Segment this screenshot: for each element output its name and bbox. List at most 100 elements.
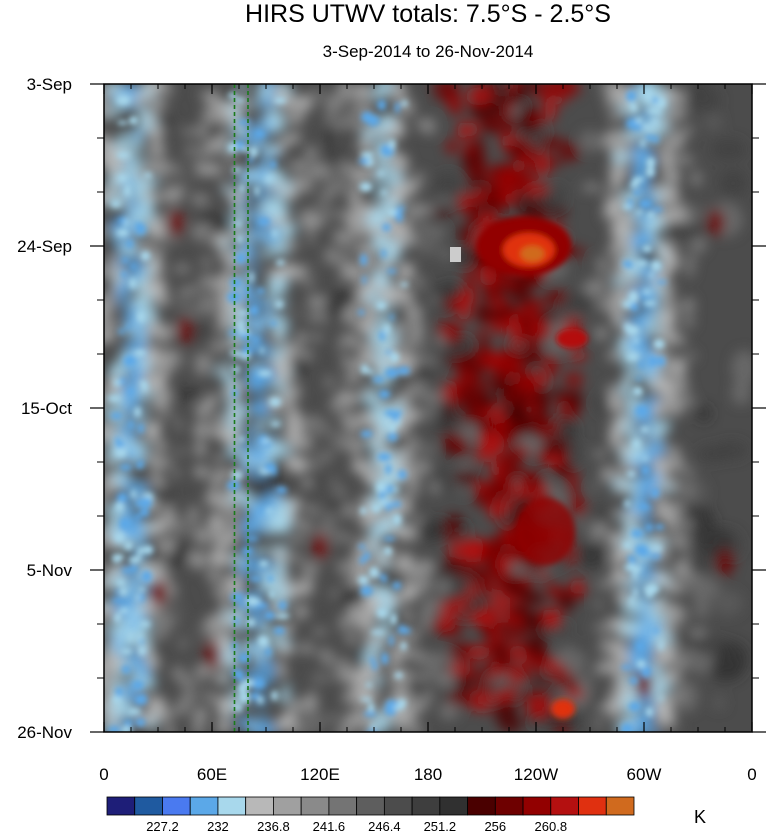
cold-cell: [655, 524, 665, 531]
field-cell: [337, 335, 345, 354]
cold-cell: [128, 420, 134, 430]
field-cell: [204, 491, 217, 504]
cold-cell: [116, 96, 130, 105]
cold-cell: [239, 601, 244, 608]
colorbar-label: 246.4: [368, 819, 401, 834]
field-cell: [660, 320, 671, 328]
field-cell: [345, 634, 358, 644]
field-cell: [212, 236, 225, 248]
field-cell: [267, 116, 285, 130]
field-cell: [569, 494, 586, 517]
cold-cell: [395, 206, 406, 211]
field-cell: [372, 537, 381, 548]
field-cell: [432, 84, 460, 102]
field-cell: [193, 224, 209, 236]
field-cell: [150, 225, 165, 239]
field-cell: [466, 213, 479, 229]
field-cell: [339, 438, 356, 450]
field-cell: [564, 688, 584, 699]
field-cell: [104, 561, 105, 564]
cold-cell: [139, 621, 151, 627]
cold-cell: [127, 708, 142, 715]
field-cell: [136, 106, 147, 121]
warm-core: [520, 245, 545, 262]
field-cell: [342, 661, 354, 668]
field-cell: [104, 535, 115, 549]
field-cell: [490, 404, 504, 424]
field-cell: [219, 297, 227, 310]
cold-cell: [259, 347, 265, 355]
field-cell: [682, 297, 695, 315]
field-cell: [624, 369, 632, 384]
field-cell: [407, 207, 427, 218]
field-cell: [119, 243, 139, 257]
cold-cell: [363, 551, 371, 561]
field-cell: [201, 257, 211, 267]
field-cell: [198, 148, 216, 156]
warm-cell: [149, 579, 167, 608]
cold-cell: [359, 557, 366, 564]
field-cell: [116, 300, 126, 308]
field-cell: [444, 297, 461, 312]
field-cell: [467, 689, 493, 713]
cold-cell: [647, 108, 659, 114]
field-cell: [221, 340, 239, 349]
field-cell: [330, 92, 346, 109]
field-cell: [282, 572, 291, 583]
field-cell: [215, 704, 231, 713]
cold-cell: [635, 210, 644, 215]
field-cell: [134, 135, 143, 152]
field-cell: [524, 337, 543, 361]
field-cell: [394, 89, 409, 96]
field-cell: [681, 316, 695, 327]
field-cell: [85, 550, 98, 566]
field-cell: [176, 448, 186, 456]
cold-cell: [120, 648, 133, 655]
field-cell: [326, 106, 339, 116]
field-cell: [216, 308, 232, 321]
cold-cell: [379, 330, 386, 341]
field-cell: [175, 417, 182, 432]
field-cell: [540, 296, 555, 306]
field-cell: [204, 90, 215, 108]
field-cell: [193, 366, 213, 376]
cold-cell: [250, 692, 260, 700]
field-cell: [341, 245, 353, 256]
warm-cell: [635, 671, 653, 700]
cold-cell: [128, 116, 139, 125]
field-cell: [516, 662, 541, 673]
field-cell: [610, 573, 630, 583]
field-cell: [499, 450, 521, 476]
field-cell: [283, 682, 291, 697]
field-cell: [191, 301, 200, 317]
field-cell: [148, 125, 164, 143]
cold-cell: [645, 166, 656, 178]
field-cell: [475, 612, 487, 626]
field-cell: [302, 261, 317, 283]
field-cell: [610, 84, 625, 96]
cold-cell: [370, 724, 377, 730]
field-cell: [104, 710, 109, 724]
field-cell: [622, 442, 632, 454]
field-cell: [297, 519, 309, 532]
field-cell: [265, 491, 283, 505]
field-cell: [602, 189, 614, 196]
field-cell: [496, 555, 512, 573]
field-cell: [654, 528, 665, 544]
field-cell: [73, 526, 89, 541]
field-cell: [172, 469, 180, 477]
field-cell: [375, 84, 394, 93]
field-cell: [104, 319, 113, 328]
field-cell: [647, 448, 666, 458]
cold-cell: [275, 613, 290, 619]
field-cell: [402, 575, 411, 586]
cold-cell: [239, 333, 254, 340]
cold-cell: [652, 135, 659, 144]
field-cell: [198, 680, 207, 688]
chart-subtitle: 3-Sep-2014 to 26-Nov-2014: [323, 42, 534, 61]
field-cell: [227, 357, 245, 364]
colorbar-swatch: [245, 796, 274, 816]
field-cell: [379, 561, 390, 569]
field-cell: [609, 268, 629, 280]
field-cell: [377, 284, 394, 297]
